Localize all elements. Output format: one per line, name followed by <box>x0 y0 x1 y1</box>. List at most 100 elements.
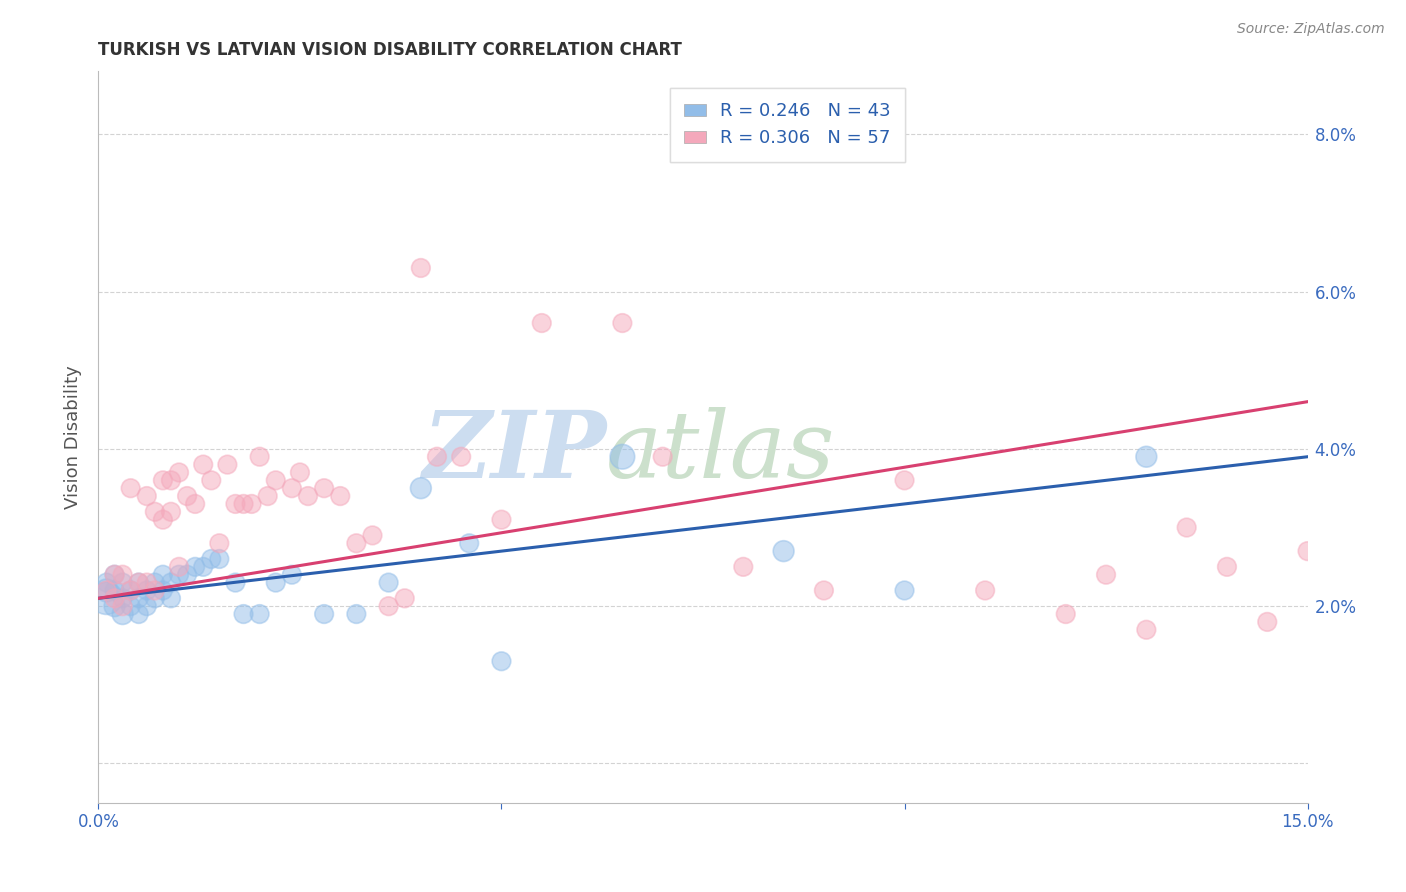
Legend: R = 0.246   N = 43, R = 0.306   N = 57: R = 0.246 N = 43, R = 0.306 N = 57 <box>669 87 905 161</box>
Point <box>135 583 157 598</box>
Point <box>893 583 915 598</box>
Point <box>1095 567 1118 582</box>
Point <box>135 575 157 590</box>
Point <box>240 497 263 511</box>
Text: TURKISH VS LATVIAN VISION DISABILITY CORRELATION CHART: TURKISH VS LATVIAN VISION DISABILITY COR… <box>98 41 682 59</box>
Point <box>450 450 472 464</box>
Point <box>530 316 553 330</box>
Point <box>103 599 125 614</box>
Point <box>167 567 190 582</box>
Point <box>160 473 183 487</box>
Point <box>111 599 134 614</box>
Point <box>143 591 166 606</box>
Point <box>426 450 449 464</box>
Point <box>208 536 231 550</box>
Text: ZIP: ZIP <box>422 407 606 497</box>
Point <box>249 450 271 464</box>
Point <box>103 567 125 582</box>
Point <box>458 536 481 550</box>
Point <box>232 607 254 621</box>
Point <box>193 458 215 472</box>
Point <box>128 607 150 621</box>
Point <box>344 607 367 621</box>
Point <box>160 591 183 606</box>
Point <box>224 575 246 590</box>
Point <box>200 473 222 487</box>
Point <box>96 575 118 590</box>
Point <box>232 497 254 511</box>
Point <box>394 591 416 606</box>
Point <box>224 497 246 511</box>
Point <box>152 567 174 582</box>
Point <box>409 260 432 275</box>
Point <box>329 489 352 503</box>
Point <box>264 575 287 590</box>
Point <box>135 489 157 503</box>
Point <box>813 583 835 598</box>
Point <box>120 599 142 614</box>
Point <box>491 654 513 668</box>
Point <box>120 583 142 598</box>
Point <box>143 575 166 590</box>
Point <box>314 607 336 621</box>
Point <box>1135 450 1157 464</box>
Point <box>96 583 118 598</box>
Point <box>377 575 399 590</box>
Point <box>120 583 142 598</box>
Point <box>96 583 118 598</box>
Point <box>111 591 134 606</box>
Point <box>184 559 207 574</box>
Point <box>288 466 311 480</box>
Point <box>111 567 134 582</box>
Point <box>176 567 198 582</box>
Point <box>409 481 432 495</box>
Point <box>152 513 174 527</box>
Point <box>256 489 278 503</box>
Point <box>974 583 997 598</box>
Text: Source: ZipAtlas.com: Source: ZipAtlas.com <box>1237 22 1385 37</box>
Point <box>128 591 150 606</box>
Point <box>297 489 319 503</box>
Point <box>1175 520 1198 534</box>
Point <box>1256 615 1278 629</box>
Point <box>167 559 190 574</box>
Y-axis label: Vision Disability: Vision Disability <box>65 365 83 509</box>
Point <box>184 497 207 511</box>
Point <box>152 583 174 598</box>
Point <box>612 450 634 464</box>
Point <box>193 559 215 574</box>
Text: atlas: atlas <box>606 407 835 497</box>
Point <box>160 505 183 519</box>
Point <box>281 481 304 495</box>
Point <box>103 567 125 582</box>
Point <box>377 599 399 614</box>
Point <box>96 591 118 606</box>
Point <box>128 575 150 590</box>
Point <box>893 473 915 487</box>
Point <box>491 513 513 527</box>
Point <box>733 559 755 574</box>
Point <box>128 575 150 590</box>
Point <box>249 607 271 621</box>
Point <box>200 552 222 566</box>
Point <box>1054 607 1077 621</box>
Point <box>152 473 174 487</box>
Point <box>167 466 190 480</box>
Point <box>217 458 239 472</box>
Point <box>176 489 198 503</box>
Point <box>772 544 794 558</box>
Point <box>1296 544 1319 558</box>
Point <box>208 552 231 566</box>
Point <box>314 481 336 495</box>
Point <box>281 567 304 582</box>
Point <box>264 473 287 487</box>
Point <box>120 481 142 495</box>
Point <box>160 575 183 590</box>
Point <box>103 591 125 606</box>
Point <box>344 536 367 550</box>
Point <box>111 575 134 590</box>
Point <box>143 505 166 519</box>
Point <box>1216 559 1239 574</box>
Point <box>1135 623 1157 637</box>
Point <box>651 450 673 464</box>
